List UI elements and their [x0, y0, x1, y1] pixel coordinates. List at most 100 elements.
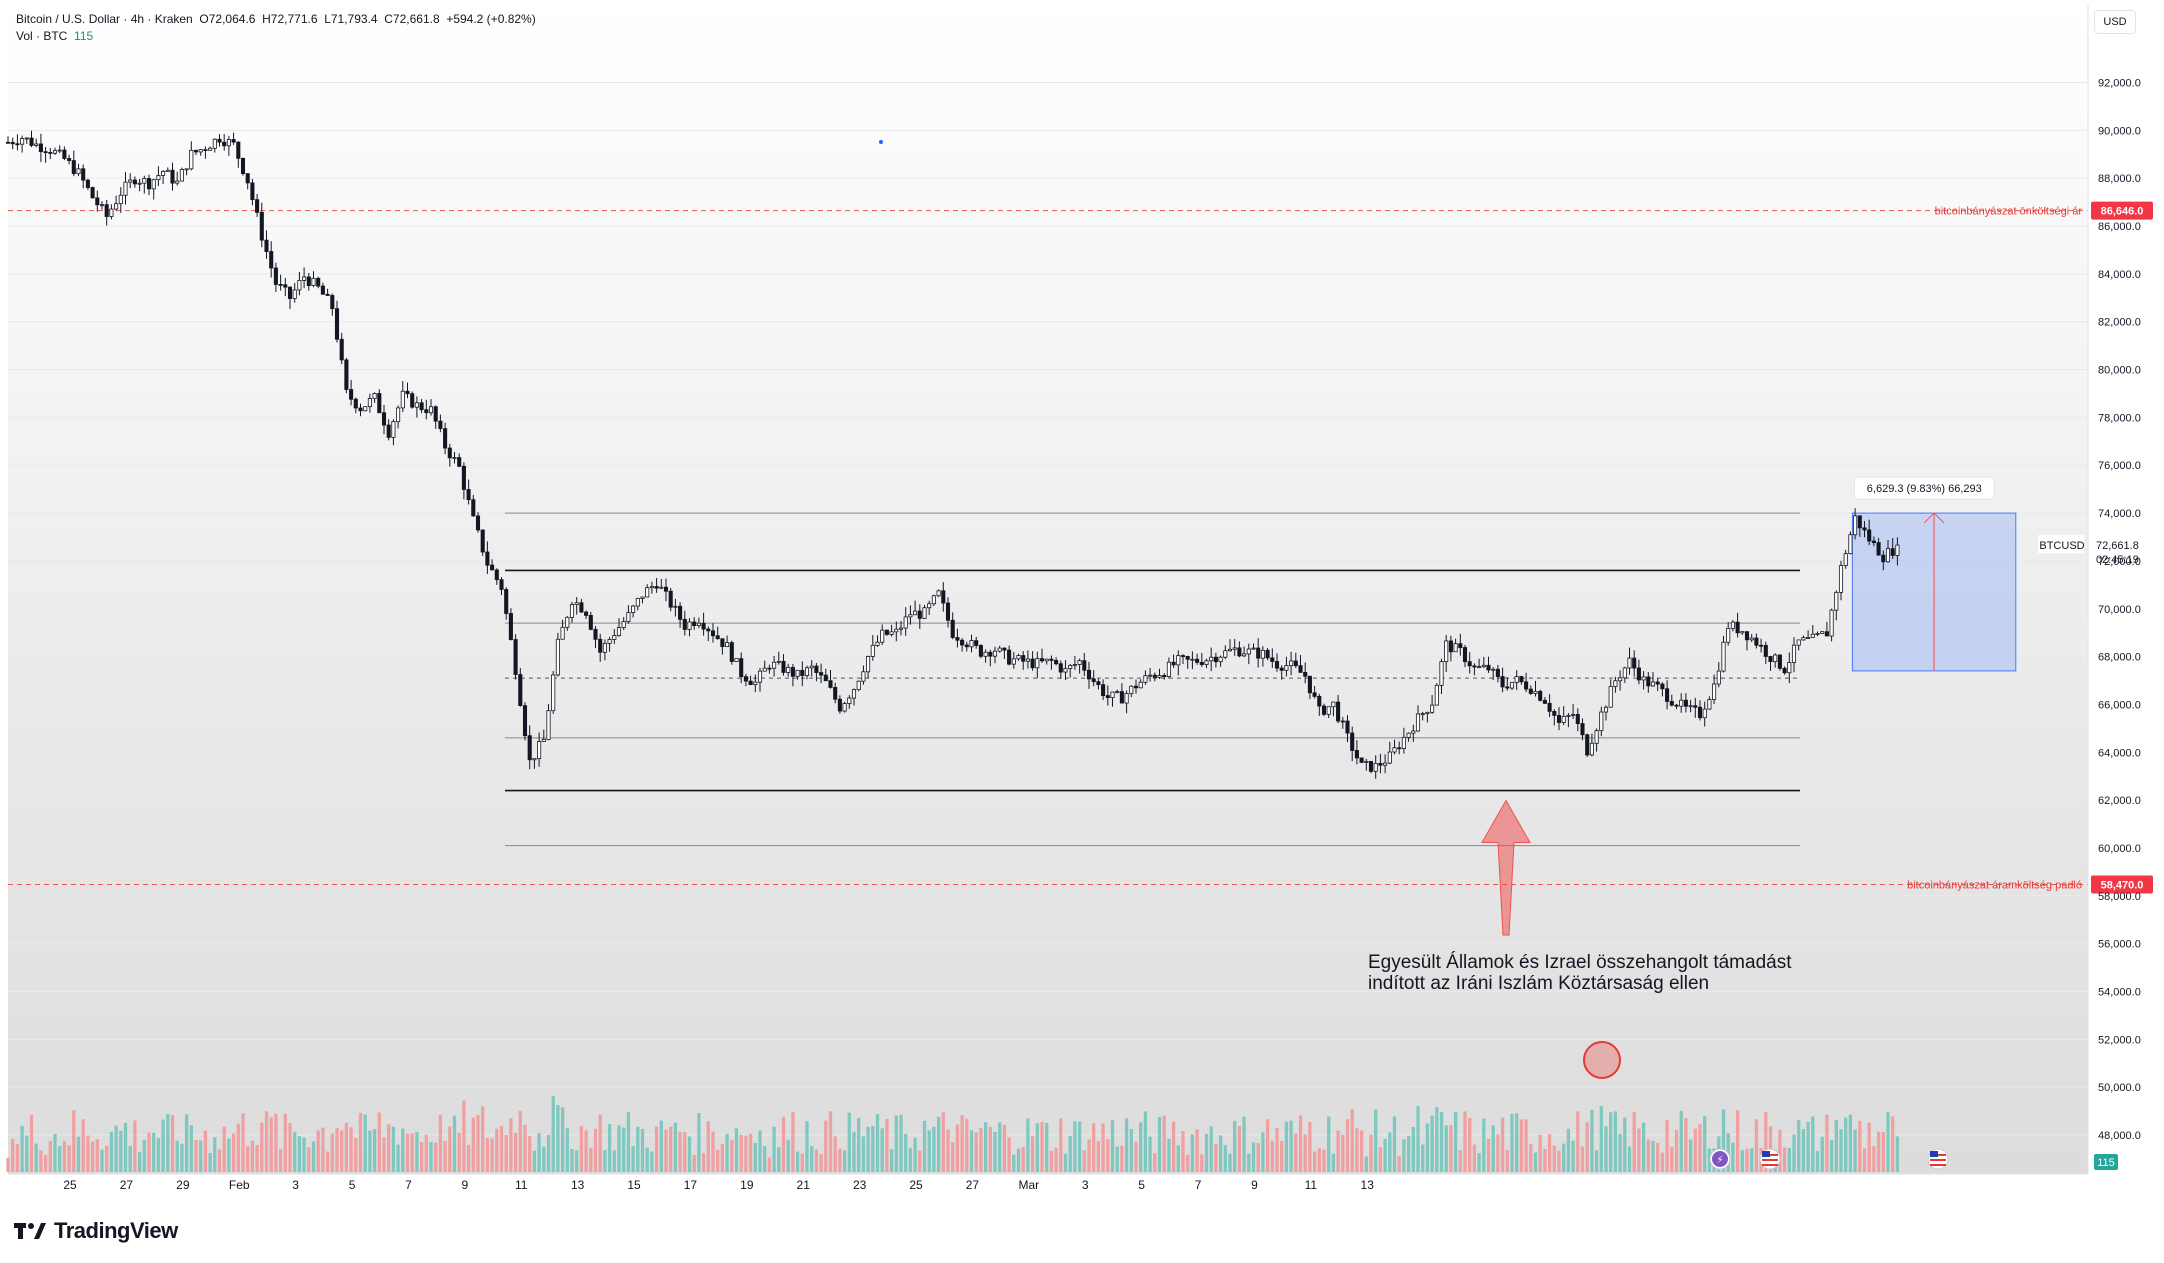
- volume-bar: [622, 1127, 626, 1172]
- volume-bar: [466, 1145, 471, 1172]
- candle-body: [231, 139, 236, 143]
- volume-bar: [1806, 1121, 1810, 1172]
- volume-bar: [1557, 1150, 1561, 1172]
- volume-bar: [1157, 1116, 1162, 1172]
- candle-body: [1256, 647, 1261, 659]
- us-flag-icon[interactable]: [1927, 1148, 1949, 1170]
- volume-bar: [1251, 1142, 1256, 1172]
- volume-bar: [377, 1112, 381, 1172]
- candle-body: [1232, 647, 1237, 650]
- time-tick-label: 13: [1361, 1178, 1375, 1192]
- volume-highlight-circle[interactable]: [1583, 1041, 1621, 1079]
- candle-body: [1185, 656, 1190, 660]
- volume-bar: [1453, 1111, 1458, 1172]
- volume-bar: [1106, 1139, 1110, 1172]
- volume-bar: [1411, 1126, 1415, 1172]
- blue-dot-marker: [879, 140, 883, 144]
- time-tick-label: 7: [405, 1178, 412, 1192]
- candle-body: [884, 629, 889, 635]
- candle-body: [1415, 713, 1421, 732]
- time-tick-label: 9: [1251, 1178, 1258, 1192]
- time-tick-label: 27: [966, 1178, 980, 1192]
- candle-body: [109, 208, 114, 217]
- candle-body: [1641, 676, 1646, 681]
- volume-bar: [311, 1141, 316, 1172]
- candle-body: [696, 622, 701, 626]
- candle-body: [193, 149, 199, 153]
- volume-bar: [372, 1129, 377, 1172]
- volume-bar: [1613, 1111, 1618, 1172]
- currency-button[interactable]: USD: [2094, 10, 2136, 34]
- candle-body: [10, 142, 15, 145]
- volume-bar: [1392, 1116, 1397, 1172]
- volume-bar: [1641, 1122, 1646, 1172]
- candle-body: [1707, 699, 1712, 710]
- candle-body: [1397, 747, 1402, 750]
- symbol-title[interactable]: Bitcoin / U.S. Dollar · 4h · Kraken: [16, 12, 193, 26]
- volume-bar: [1209, 1126, 1213, 1172]
- candle-body: [1782, 667, 1787, 674]
- candle-body: [1481, 664, 1486, 668]
- volume-bar: [452, 1115, 457, 1172]
- candle-body: [1270, 657, 1275, 662]
- candle-body: [1199, 661, 1204, 665]
- tradingview-logo[interactable]: TradingView: [14, 1218, 178, 1244]
- volume-value: 115: [74, 29, 94, 43]
- candle-body: [1359, 757, 1364, 763]
- candle-body: [1702, 708, 1707, 719]
- candle-body: [866, 656, 871, 673]
- candle-body: [701, 622, 706, 630]
- volume-bar: [166, 1114, 170, 1172]
- volume-bar: [1430, 1115, 1434, 1172]
- volume-bar: [777, 1147, 781, 1172]
- candle-body: [1594, 730, 1599, 744]
- volume-bar: [1707, 1148, 1712, 1172]
- volume-bar: [11, 1138, 15, 1172]
- candle-body: [602, 642, 607, 653]
- candle-body: [819, 672, 824, 676]
- measure-label: 6,629.3 (9.83%) 66,293: [1867, 483, 1982, 495]
- volume-label[interactable]: Vol · BTC: [16, 29, 68, 43]
- candle-body: [38, 143, 43, 153]
- candle-body: [1613, 680, 1618, 687]
- volume-bar: [1778, 1129, 1782, 1172]
- volume-bar: [753, 1142, 757, 1172]
- annotation-arrow[interactable]: [1481, 799, 1531, 936]
- time-tick-label: 23: [853, 1178, 867, 1192]
- volume-bar: [119, 1130, 123, 1172]
- volume-bar: [1797, 1120, 1801, 1172]
- event-icon[interactable]: ⚡: [1709, 1148, 1731, 1170]
- volume-bar: [993, 1131, 997, 1172]
- candle-body: [67, 158, 72, 161]
- us-flag-icon[interactable]: [1759, 1148, 1781, 1170]
- candle-body: [1730, 621, 1735, 629]
- candle-body: [1091, 678, 1096, 683]
- candle-body: [1439, 661, 1444, 686]
- candle-body: [757, 670, 763, 683]
- candle-body: [1326, 706, 1331, 715]
- volume-bar: [739, 1134, 743, 1172]
- candle-body: [1881, 554, 1886, 563]
- candle-body: [1796, 639, 1801, 646]
- volume-bar: [316, 1130, 320, 1172]
- candle-body: [1303, 672, 1308, 677]
- candle-body: [1110, 691, 1115, 699]
- candle-body: [494, 569, 499, 581]
- candle-body: [81, 168, 86, 181]
- volume-bar: [528, 1136, 532, 1172]
- volume-bar: [593, 1128, 598, 1172]
- volume-bar: [250, 1140, 255, 1172]
- candle-body: [161, 170, 166, 176]
- volume-bar: [1599, 1106, 1603, 1172]
- volume-bar: [955, 1124, 960, 1172]
- volume-bar: [307, 1147, 311, 1172]
- candle-body: [1096, 681, 1101, 686]
- volume-bar: [100, 1149, 104, 1172]
- candle-body: [692, 621, 697, 626]
- volume-bar: [922, 1120, 927, 1172]
- candle-body: [537, 741, 542, 760]
- volume-bar: [1500, 1117, 1505, 1172]
- volume-bar: [565, 1128, 569, 1172]
- candle-body: [292, 289, 297, 299]
